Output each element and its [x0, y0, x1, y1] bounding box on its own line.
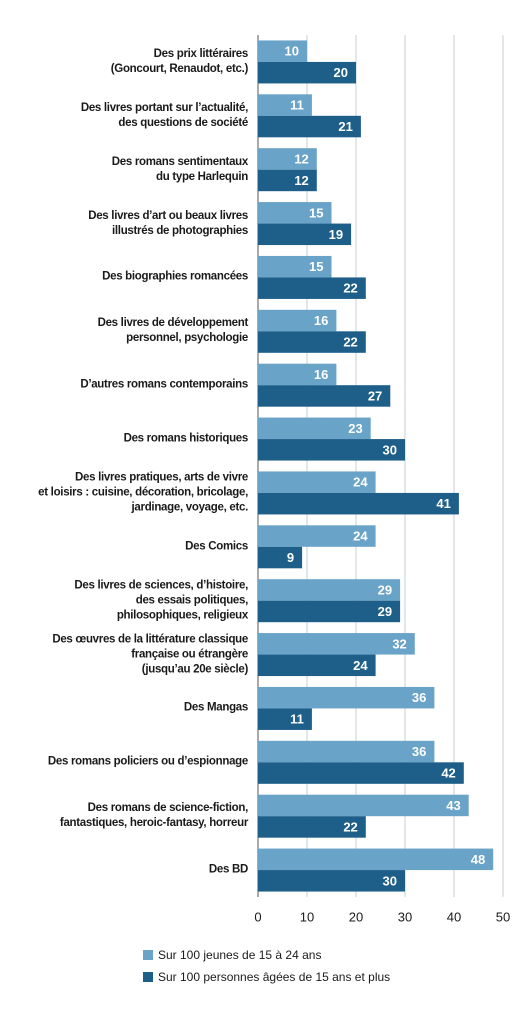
value-label: 41	[436, 496, 450, 511]
bar	[258, 525, 376, 547]
bar	[258, 40, 307, 62]
legend-swatch	[143, 972, 153, 982]
bar	[258, 255, 332, 278]
category-label: Des romans historiques	[123, 432, 249, 445]
value-label: 29	[378, 604, 392, 619]
x-tick-label: 30	[398, 909, 412, 924]
x-tick-label: 10	[300, 909, 314, 924]
bar	[258, 385, 391, 407]
value-label: 16	[314, 313, 328, 328]
category-label: Des œuvres de la littérature classique f…	[52, 633, 248, 676]
bar	[258, 169, 317, 192]
bar	[258, 471, 376, 493]
bar	[258, 816, 366, 838]
value-label: 24	[353, 658, 368, 673]
bar	[258, 762, 464, 784]
x-tick-label: 50	[496, 909, 510, 924]
bar	[258, 94, 312, 116]
value-label: 43	[446, 798, 460, 813]
bar	[258, 708, 312, 730]
value-label: 32	[392, 636, 406, 651]
legend-label: Sur 100 jeunes de 15 à 24 ans	[158, 948, 322, 962]
bar	[258, 277, 366, 299]
value-label: 20	[334, 65, 348, 80]
value-label: 15	[309, 205, 323, 220]
bar	[258, 331, 366, 353]
bar	[258, 686, 435, 709]
value-label: 36	[412, 744, 426, 759]
bar	[258, 115, 361, 138]
category-label: Des BD	[208, 863, 248, 876]
bar	[258, 740, 435, 763]
value-label: 9	[287, 550, 294, 565]
value-label: 16	[314, 367, 328, 382]
bar	[258, 61, 356, 84]
bar	[258, 417, 371, 440]
value-label: 22	[343, 335, 357, 350]
category-label: D’autres romans contemporains	[80, 378, 248, 391]
value-label: 19	[329, 227, 343, 242]
category-label: Des livres de sciences, d’histoire, des …	[74, 579, 248, 622]
value-label: 27	[368, 388, 382, 403]
value-label: 11	[290, 98, 304, 113]
bar	[258, 202, 332, 224]
bar	[258, 223, 352, 246]
bar	[258, 363, 337, 386]
value-label: 24	[353, 475, 368, 490]
value-label: 36	[412, 690, 426, 705]
value-label: 12	[294, 173, 308, 188]
category-label: Des biographies romancées	[102, 270, 248, 283]
value-label: 12	[294, 151, 308, 166]
bar	[258, 579, 401, 601]
bar	[258, 148, 317, 170]
x-tick-label: 40	[447, 909, 461, 924]
category-label: Des livres de développement personnel, p…	[97, 317, 249, 345]
x-tick-label: 20	[349, 909, 363, 924]
value-label: 21	[338, 119, 352, 134]
bar	[258, 492, 459, 515]
category-label: Des prix littéraires (Goncourt, Renaudot…	[110, 47, 249, 75]
category-label: Des Mangas	[183, 701, 248, 714]
category-label: Des Comics	[185, 540, 248, 553]
bar	[258, 600, 401, 623]
value-label: 11	[290, 712, 304, 727]
value-label: 23	[348, 421, 362, 436]
category-label: Des romans sentimentaux du type Harlequi…	[111, 155, 249, 183]
legend-label: Sur 100 personnes âgées de 15 ans et plu…	[158, 970, 391, 984]
category-label: Des romans policiers ou d’espionnage	[47, 755, 248, 768]
bar	[258, 654, 376, 677]
value-label: 22	[343, 281, 357, 296]
value-label: 30	[383, 442, 397, 457]
value-label: 22	[343, 819, 357, 834]
bar	[258, 794, 469, 817]
value-label: 15	[309, 259, 323, 274]
bar	[258, 633, 415, 655]
category-label: Des romans de science-fiction, fantastiq…	[59, 802, 248, 830]
bar	[258, 439, 405, 461]
category-label: Des livres pratiques, arts de vivre et l…	[38, 471, 248, 514]
bar	[258, 309, 337, 332]
bar	[258, 848, 494, 871]
category-label: Des livres d’art ou beaux livres illustr…	[88, 209, 248, 237]
bar	[258, 870, 405, 892]
value-label: 10	[285, 44, 299, 59]
legend-swatch	[143, 950, 153, 960]
value-label: 29	[378, 582, 392, 597]
value-label: 42	[441, 766, 455, 781]
category-label: Des livres portant sur l’actualité, des …	[80, 101, 248, 129]
bar	[258, 546, 303, 569]
value-label: 30	[383, 873, 397, 888]
x-tick-label: 0	[254, 909, 261, 924]
value-label: 48	[471, 852, 485, 867]
value-label: 24	[353, 529, 368, 544]
